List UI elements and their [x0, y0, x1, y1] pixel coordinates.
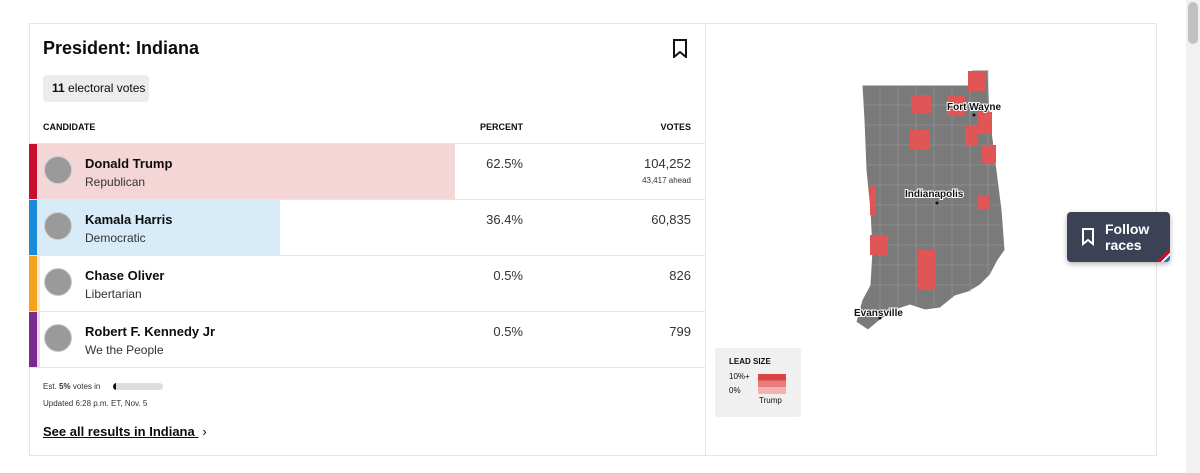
city-label: Evansville — [854, 308, 903, 319]
legend-candidate: Trump — [759, 396, 782, 405]
candidate-votes: 104,252 — [644, 156, 691, 171]
scrollbar-thumb[interactable] — [1188, 2, 1198, 44]
reporting-suffix: votes in — [72, 382, 101, 391]
updated: Updated 6:28 p.m. ET, Nov. 5 — [43, 399, 148, 408]
progress-fill — [113, 383, 116, 390]
candidate-party: Libertarian — [85, 287, 142, 301]
results-link-text[interactable]: See all results in Indiana — [43, 424, 195, 439]
candidate-photo — [44, 212, 72, 240]
city-label: Indianapolis — [905, 189, 964, 200]
electoral-badge: 11 electoral votes — [43, 75, 149, 102]
follow-icon — [1082, 228, 1094, 246]
lead-note: 43,417 ahead — [642, 176, 691, 185]
reporting-label: 5% — [59, 382, 71, 391]
candidate-photo — [44, 324, 72, 352]
legend-swatch — [758, 374, 786, 394]
party-strip — [29, 144, 37, 199]
city-label: Fort Wayne — [947, 102, 1002, 113]
candidate-row: Chase Oliver Libertarian 0.5% 826 — [29, 255, 705, 311]
follow-text[interactable]: Follow races — [1105, 221, 1150, 253]
reporting-prefix: Est. — [43, 382, 57, 391]
candidate-votes: 799 — [669, 324, 691, 339]
candidate-name: Chase Oliver — [85, 268, 165, 283]
legend-high: 10%+ — [729, 372, 750, 381]
row-divider — [29, 367, 705, 368]
candidate-percent: 0.5% — [493, 268, 523, 283]
percent-bar — [37, 200, 281, 255]
candidate-row: Donald Trump Republican 62.5% 104,252 43,417… — [29, 143, 705, 199]
candidate-party: Republican — [85, 175, 146, 189]
legend: LEAD SIZE 10%+ 0% Trump — [715, 348, 801, 417]
candidate-percent: 0.5% — [493, 324, 523, 339]
candidate-photo — [44, 156, 72, 184]
percent-bar — [37, 144, 455, 199]
column-header: CANDIDATE — [43, 122, 96, 132]
party-strip — [29, 200, 37, 255]
percent-bar — [37, 256, 41, 311]
percent-bar — [37, 312, 41, 367]
title: President: Indiana — [43, 38, 200, 58]
candidate-row: Robert F. Kennedy Jr We the People 0.5% 799 — [29, 311, 705, 367]
scrollbar[interactable] — [1186, 0, 1200, 473]
badge-text: electoral votes — [68, 81, 146, 95]
candidate-photo — [44, 268, 72, 296]
candidate-percent: 62.5% — [486, 156, 523, 171]
candidate-votes: 60,835 — [651, 212, 691, 227]
candidate-votes: 826 — [669, 268, 691, 283]
lead-counties — [870, 71, 996, 290]
candidate-name: Kamala Harris — [85, 212, 173, 227]
legend-title: LEAD SIZE — [729, 357, 771, 366]
column-header: VOTES — [660, 122, 691, 132]
candidate-name: Robert F. Kennedy Jr — [85, 324, 216, 339]
party-strip — [29, 256, 37, 311]
party-strip — [29, 312, 37, 367]
column-header: PERCENT — [479, 122, 523, 132]
candidate-row: Kamala Harris Democratic 36.4% 60,835 — [29, 199, 705, 255]
reporting: Est. 5% votes in — [43, 382, 100, 391]
candidate-party: Democratic — [85, 231, 146, 245]
results-link[interactable]: See all results in Indiana › — [43, 424, 207, 439]
divider — [705, 23, 706, 456]
bookmark-icon[interactable] — [672, 39, 688, 58]
follow-button[interactable]: Follow races — [1067, 212, 1170, 262]
candidate-percent: 36.4% — [486, 212, 523, 227]
progress-track — [113, 383, 163, 390]
map: Fort Wayne Indianapolis Evansville — [853, 69, 1006, 331]
badge-count: 11 — [52, 81, 65, 95]
candidate-name: Donald Trump — [85, 156, 173, 171]
candidate-party: We the People — [85, 343, 164, 357]
legend-low: 0% — [729, 386, 741, 395]
